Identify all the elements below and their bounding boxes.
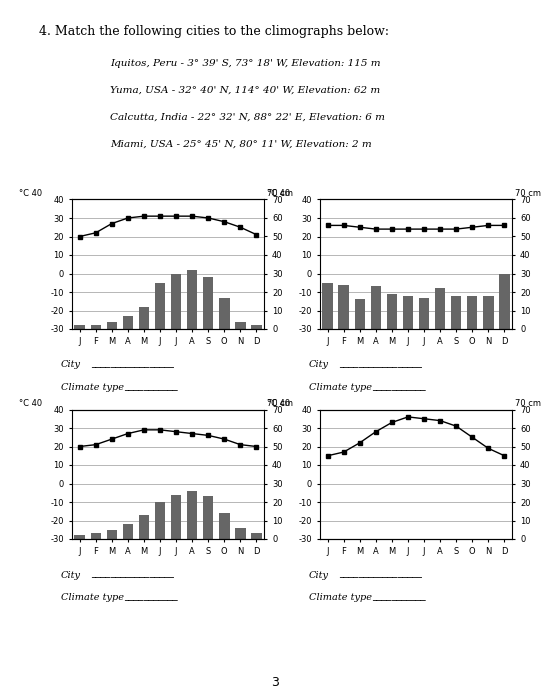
Bar <box>371 286 381 329</box>
Bar <box>219 513 230 539</box>
Bar <box>203 277 213 329</box>
Text: °C 40: °C 40 <box>267 189 290 198</box>
Bar <box>106 321 117 329</box>
Bar <box>435 288 445 329</box>
Bar <box>235 528 246 539</box>
Bar <box>123 524 133 539</box>
Bar <box>171 274 181 329</box>
Text: Yuma, USA - 32° 40' N, 114° 40' W, Elevation: 62 m: Yuma, USA - 32° 40' N, 114° 40' W, Eleva… <box>110 86 380 95</box>
Bar <box>451 295 461 329</box>
Bar <box>322 283 333 329</box>
Bar <box>139 515 149 539</box>
Bar <box>90 326 101 329</box>
Bar <box>187 270 197 329</box>
Bar <box>219 298 230 329</box>
Bar <box>106 530 117 539</box>
Bar <box>251 533 262 539</box>
Bar <box>90 533 101 539</box>
Text: ___________: ___________ <box>372 381 425 391</box>
Text: Miami, USA - 25° 45' N, 80° 11' W, Elevation: 2 m: Miami, USA - 25° 45' N, 80° 11' W, Eleva… <box>110 139 372 148</box>
Text: °C 40: °C 40 <box>19 399 42 408</box>
Text: City: City <box>61 570 80 580</box>
Text: ___________: ___________ <box>372 591 425 601</box>
Bar <box>419 298 429 329</box>
Text: City: City <box>309 570 328 580</box>
Text: 70 cm: 70 cm <box>267 399 293 408</box>
Text: _________________: _________________ <box>339 358 422 368</box>
Text: Climate type: Climate type <box>61 593 123 602</box>
Bar <box>155 283 165 329</box>
Bar <box>387 294 397 329</box>
Text: City: City <box>309 360 328 370</box>
Bar <box>171 495 181 539</box>
Bar <box>403 295 413 329</box>
Bar <box>203 496 213 539</box>
Text: Climate type: Climate type <box>61 383 123 392</box>
Bar <box>139 307 149 329</box>
Bar <box>123 316 133 329</box>
Bar <box>155 502 165 539</box>
Text: Climate type: Climate type <box>309 593 371 602</box>
Text: °C 40: °C 40 <box>267 399 290 408</box>
Bar <box>499 274 510 329</box>
Bar <box>483 295 494 329</box>
Bar <box>338 285 349 329</box>
Bar <box>187 491 197 539</box>
Text: _________________: _________________ <box>91 358 174 368</box>
Text: Climate type: Climate type <box>309 383 371 392</box>
Text: City: City <box>61 360 80 370</box>
Text: 3: 3 <box>272 676 279 690</box>
Text: _________________: _________________ <box>339 568 422 578</box>
Text: 70 cm: 70 cm <box>267 189 293 198</box>
Text: 70 cm: 70 cm <box>515 399 541 408</box>
Bar <box>74 536 85 539</box>
Text: ___________: ___________ <box>124 591 177 601</box>
Bar <box>467 295 478 329</box>
Text: °C 40: °C 40 <box>19 189 42 198</box>
Bar <box>74 326 85 329</box>
Text: _________________: _________________ <box>91 568 174 578</box>
Text: 70 cm: 70 cm <box>515 189 541 198</box>
Text: Calcutta, India - 22° 32' N, 88° 22' E, Elevation: 6 m: Calcutta, India - 22° 32' N, 88° 22' E, … <box>110 113 385 122</box>
Bar <box>251 326 262 329</box>
Text: Iquitos, Peru - 3° 39' S, 73° 18' W, Elevation: 115 m: Iquitos, Peru - 3° 39' S, 73° 18' W, Ele… <box>110 60 381 69</box>
Text: ___________: ___________ <box>124 381 177 391</box>
Bar <box>235 321 246 329</box>
Text: 4. Match the following cities to the climographs below:: 4. Match the following cities to the cli… <box>39 25 388 38</box>
Bar <box>354 300 365 329</box>
